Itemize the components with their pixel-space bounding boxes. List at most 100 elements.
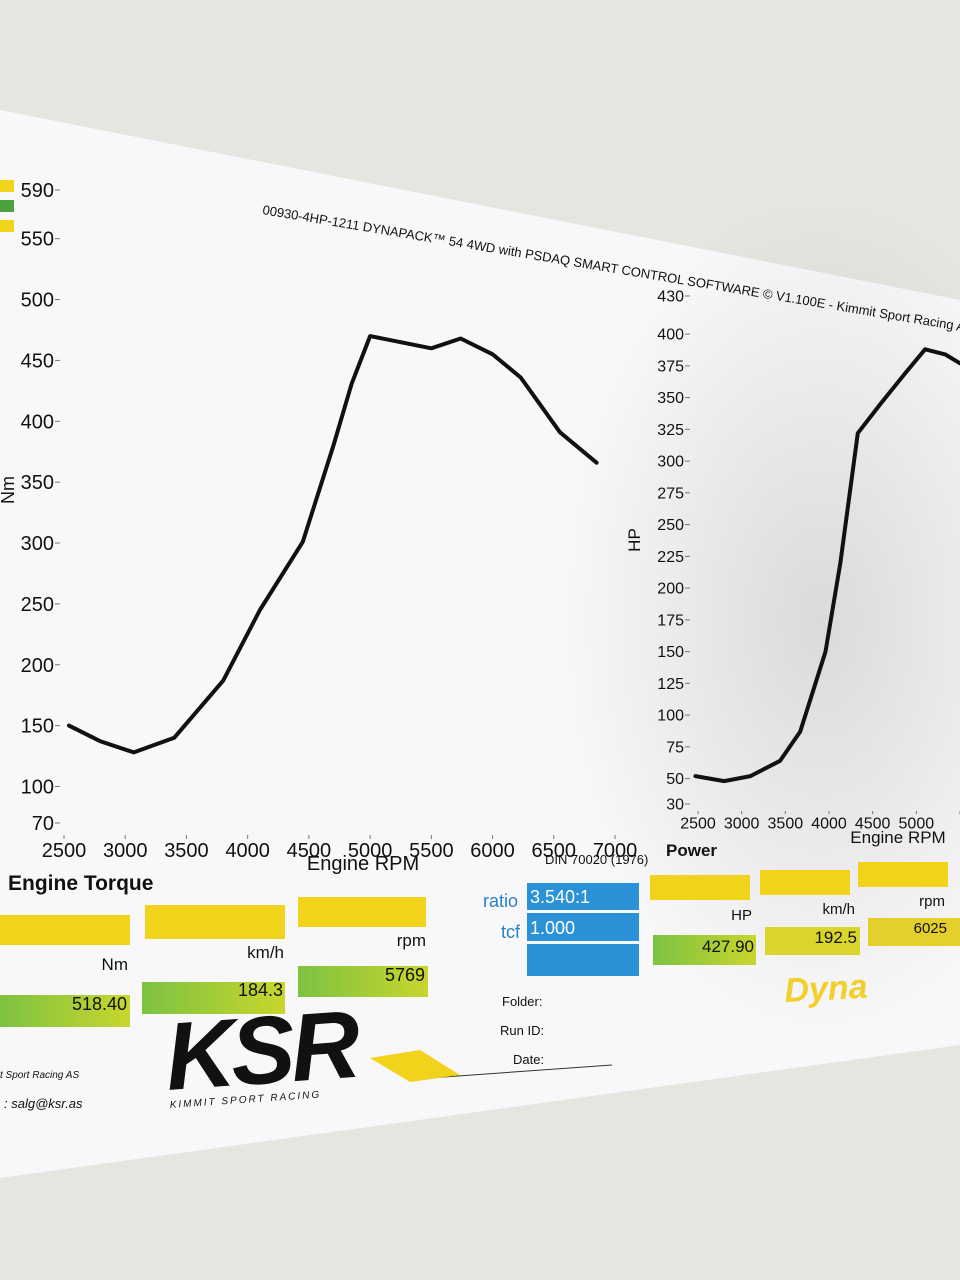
rule xyxy=(429,1064,613,1079)
email: : salg@ksr.as xyxy=(4,1096,83,1111)
swatch xyxy=(0,200,14,212)
torque-chart: Engine Torque Engine RPM Nm 70 100 150 200 2… xyxy=(0,180,637,895)
x-axis-label: Engine RPM xyxy=(307,853,419,875)
blank-box xyxy=(527,944,639,976)
y-tick-label: 250 xyxy=(657,517,684,534)
y-tick-label: 100 xyxy=(21,776,54,798)
y-tick-label: 75 xyxy=(666,739,684,756)
y-tick-label: 225 xyxy=(657,549,684,566)
x-tick-label: 5000 xyxy=(348,840,393,862)
power-chart: Power Engine RPM HP 30 50 75 100 125 150 175 20… xyxy=(625,289,960,860)
x-tick-label: 6500 xyxy=(532,840,577,862)
x-tick-label: 5000 xyxy=(899,816,935,833)
ratio-box xyxy=(527,883,639,910)
readout-header xyxy=(650,875,750,900)
y-tick-label: 275 xyxy=(657,485,684,502)
x-tick-label: 2500 xyxy=(42,840,87,862)
ratio-label: ratio xyxy=(483,891,518,911)
x-tick-label: 4500 xyxy=(287,840,332,862)
y-tick-label: 100 xyxy=(657,708,684,725)
readout-value: 6025 xyxy=(914,920,947,937)
shadow xyxy=(560,200,960,1040)
readout-value: 5769 xyxy=(385,965,425,985)
readout-header xyxy=(298,897,426,927)
unit: HP xyxy=(731,907,752,924)
ratio-value: 3.540:1 xyxy=(530,887,590,907)
y-tick-label: 70 xyxy=(32,813,54,835)
y-tick-label: 430 xyxy=(657,289,684,306)
logo-chevron xyxy=(370,1050,460,1082)
field-label: Folder: xyxy=(502,994,542,1009)
y-tick-label: 300 xyxy=(21,533,54,555)
y-tick-label: 175 xyxy=(657,612,684,629)
y-tick-label: 300 xyxy=(657,454,684,471)
readout-header xyxy=(760,870,850,895)
y-tick-label: 150 xyxy=(657,644,684,661)
x-tick-label: 4000 xyxy=(225,840,270,862)
chart-title: Power xyxy=(666,841,717,860)
readout-header xyxy=(145,905,285,939)
tcf-value: 1.000 xyxy=(530,918,575,938)
readout-header xyxy=(0,915,130,945)
y-tick-label: 350 xyxy=(21,472,54,494)
contact: t Sport Racing AS xyxy=(0,1070,79,1081)
x-tick-label: 2500 xyxy=(680,816,716,833)
y-tick-label: 200 xyxy=(21,655,54,677)
tcf-label: tcf xyxy=(501,922,521,942)
y-tick-label: 450 xyxy=(21,350,54,372)
y-tick-label: 200 xyxy=(657,581,684,598)
data-line xyxy=(693,347,960,784)
readout-box xyxy=(298,966,428,997)
x-tick-label: 7000 xyxy=(593,840,638,862)
x-tick-label: 6000 xyxy=(470,840,515,862)
y-tick-label: 550 xyxy=(21,229,54,251)
readout-box xyxy=(0,995,130,1027)
data-line xyxy=(66,334,599,755)
swatch xyxy=(0,180,14,192)
x-tick-label: 3500 xyxy=(768,816,804,833)
y-tick-label: 400 xyxy=(21,411,54,433)
readout-value: 184.3 xyxy=(238,980,283,1000)
readout-value: 427.90 xyxy=(702,937,754,956)
standard: DIN 70020 (1976) xyxy=(545,852,648,867)
logo-mark: KSR xyxy=(162,991,363,1111)
y-tick-label: 590 xyxy=(21,180,54,202)
x-tick-label: 3000 xyxy=(724,816,760,833)
unit: Nm xyxy=(102,955,128,974)
y-tick-label: 50 xyxy=(666,771,684,788)
field-label: Date: xyxy=(513,1052,544,1067)
y-tick-label: 375 xyxy=(657,358,684,375)
readout-value: 192.5 xyxy=(814,928,857,947)
tcf-box xyxy=(527,913,639,941)
x-tick-label: 5500 xyxy=(409,840,454,862)
readout-value: 518.40 xyxy=(72,994,127,1014)
y-tick-label: 350 xyxy=(657,390,684,407)
y-tick-label: 30 xyxy=(666,797,684,814)
swatch xyxy=(0,220,14,232)
field-label: Run ID: xyxy=(500,1023,544,1038)
x-tick-label: 4000 xyxy=(811,816,847,833)
y-tick-label: 325 xyxy=(657,422,684,439)
y-tick-label: 250 xyxy=(21,594,54,616)
x-axis-label: Engine RPM xyxy=(850,828,945,847)
y-tick-label: 125 xyxy=(657,676,684,693)
readout-header xyxy=(858,862,948,887)
y-tick-label: 500 xyxy=(21,290,54,312)
brand: Dyna xyxy=(783,968,868,1010)
readout-box xyxy=(653,935,756,965)
x-tick-label: 3000 xyxy=(103,840,148,862)
y-tick-label: 400 xyxy=(657,327,684,344)
readout-box xyxy=(868,918,960,946)
readout-box xyxy=(765,927,860,955)
y-axis-label: Nm xyxy=(0,476,18,504)
unit: km/h xyxy=(247,943,284,962)
unit: rpm xyxy=(919,893,945,910)
y-axis-label: HP xyxy=(625,528,644,552)
chart-title: Engine Torque xyxy=(8,872,153,895)
x-tick-label: 4500 xyxy=(855,816,891,833)
y-tick-label: 150 xyxy=(21,716,54,738)
unit: km/h xyxy=(822,901,855,918)
readout-box xyxy=(142,982,285,1014)
